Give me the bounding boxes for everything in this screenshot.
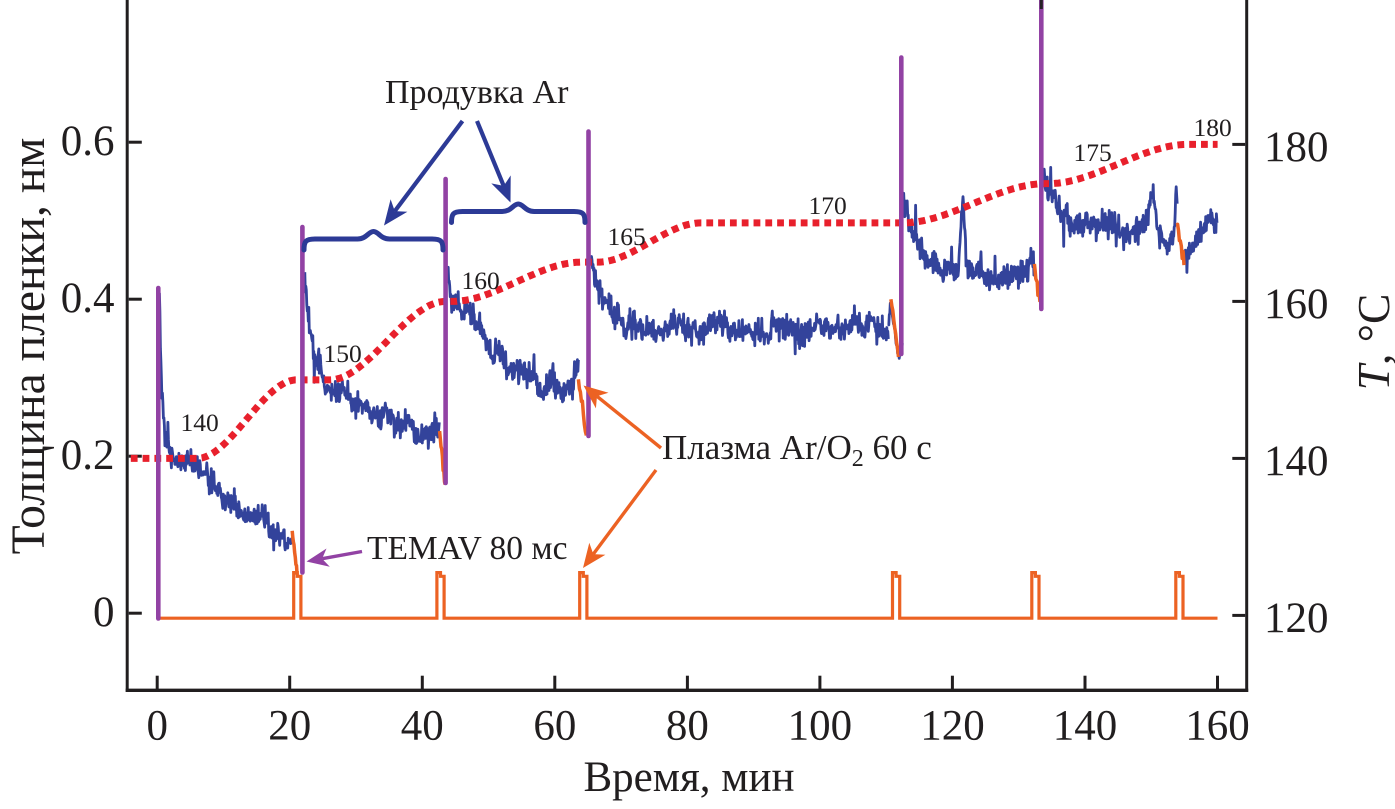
svg-text:0.2: 0.2: [61, 432, 115, 479]
svg-text:Толщина пленки, нм: Толщина пленки, нм: [3, 138, 55, 555]
svg-text:120: 120: [1264, 595, 1329, 642]
svg-text:180: 180: [1264, 124, 1329, 171]
svg-text:80: 80: [666, 703, 709, 750]
svg-text:175: 175: [1074, 138, 1112, 167]
svg-text:0: 0: [93, 589, 115, 636]
svg-text:60: 60: [533, 703, 576, 750]
svg-text:0: 0: [146, 703, 168, 750]
svg-text:120: 120: [920, 703, 985, 750]
svg-text:20: 20: [268, 703, 311, 750]
svg-text:Время, мин: Время, мин: [584, 754, 795, 801]
svg-text:T, °C: T, °C: [1348, 294, 1395, 391]
svg-text:40: 40: [401, 703, 444, 750]
svg-text:150: 150: [324, 339, 362, 368]
svg-text:140: 140: [1053, 703, 1118, 750]
svg-text:160: 160: [1185, 703, 1250, 750]
svg-text:0.4: 0.4: [61, 275, 115, 322]
svg-text:100: 100: [788, 703, 853, 750]
svg-text:Продувка Ar: Продувка Ar: [385, 74, 569, 111]
svg-text:160: 160: [462, 266, 500, 295]
svg-text:Плазма Ar/O2 60 с: Плазма Ar/O2 60 с: [662, 428, 932, 472]
svg-text:160: 160: [1264, 281, 1329, 328]
svg-text:0.6: 0.6: [61, 118, 115, 165]
svg-text:140: 140: [181, 408, 219, 437]
svg-text:180: 180: [1194, 113, 1232, 142]
svg-text:170: 170: [809, 191, 847, 220]
svg-text:165: 165: [608, 222, 646, 251]
svg-text:TEMAV 80 мс: TEMAV 80 мс: [367, 530, 568, 567]
svg-text:140: 140: [1264, 438, 1329, 485]
